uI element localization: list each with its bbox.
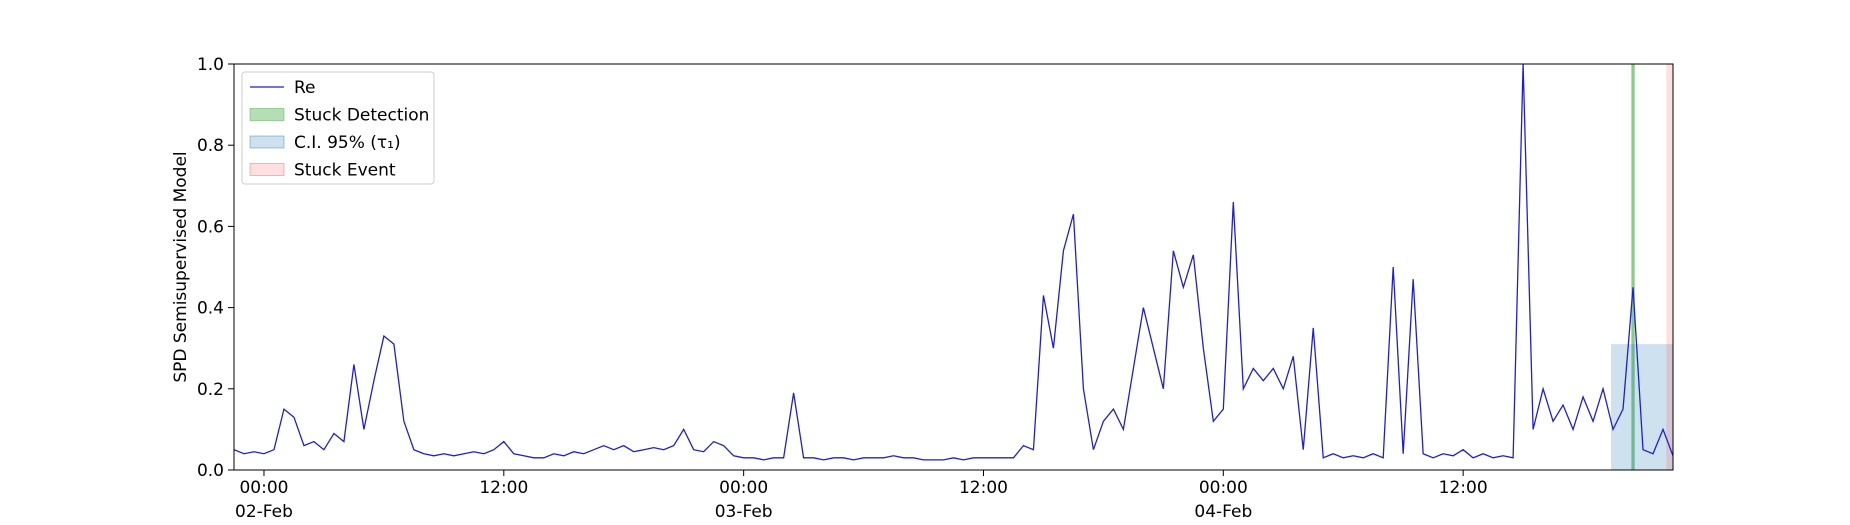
legend-label: C.I. 95% (τ₁)	[294, 133, 401, 153]
x-tick-label-line: 12:00	[1439, 478, 1488, 498]
legend-swatch	[249, 108, 285, 121]
span	[1631, 64, 1635, 470]
y-tick-label: 0.0	[197, 461, 224, 481]
legend-swatch	[249, 163, 285, 176]
legend-label: Re	[294, 78, 316, 98]
y-tick-label: 0.8	[197, 136, 224, 156]
x-tick-label-line: 00:00	[1199, 478, 1248, 498]
legend-box	[241, 71, 435, 185]
span	[1666, 64, 1673, 470]
x-tick-label-line: 12:00	[959, 478, 1008, 498]
plot-frame	[233, 63, 1674, 471]
legend-swatch	[249, 135, 285, 149]
x-tick-label-line: 04-Feb	[1194, 502, 1252, 522]
y-axis-label: SPD Semisupervised Model	[171, 151, 191, 382]
legend-label: Stuck Detection	[294, 106, 429, 126]
y-tick-label: 0.2	[197, 380, 224, 400]
x-tick-label-line: 00:00	[719, 478, 768, 498]
x-tick-label: 12:00	[479, 478, 528, 498]
x-tick-label-line: 00:00	[239, 478, 288, 498]
span	[1611, 344, 1673, 470]
legend-label: Stuck Event	[294, 161, 396, 181]
x-tick-label-line: 03-Feb	[715, 502, 773, 522]
y-tick-label: 0.6	[197, 217, 224, 237]
x-tick-label: 00:00 04-Feb	[1194, 478, 1252, 522]
x-tick-label: 00:00 03-Feb	[715, 478, 773, 522]
x-tick-label-line: 02-Feb	[235, 502, 293, 522]
x-tick-label: 12:00	[959, 478, 1008, 498]
line	[234, 64, 1673, 461]
y-tick-label: 1.0	[197, 55, 224, 75]
plot-area	[234, 64, 1673, 470]
x-tick-label-line: 12:00	[479, 478, 528, 498]
x-tick-label: 12:00	[1439, 478, 1488, 498]
y-tick-label: 0.4	[197, 299, 224, 319]
